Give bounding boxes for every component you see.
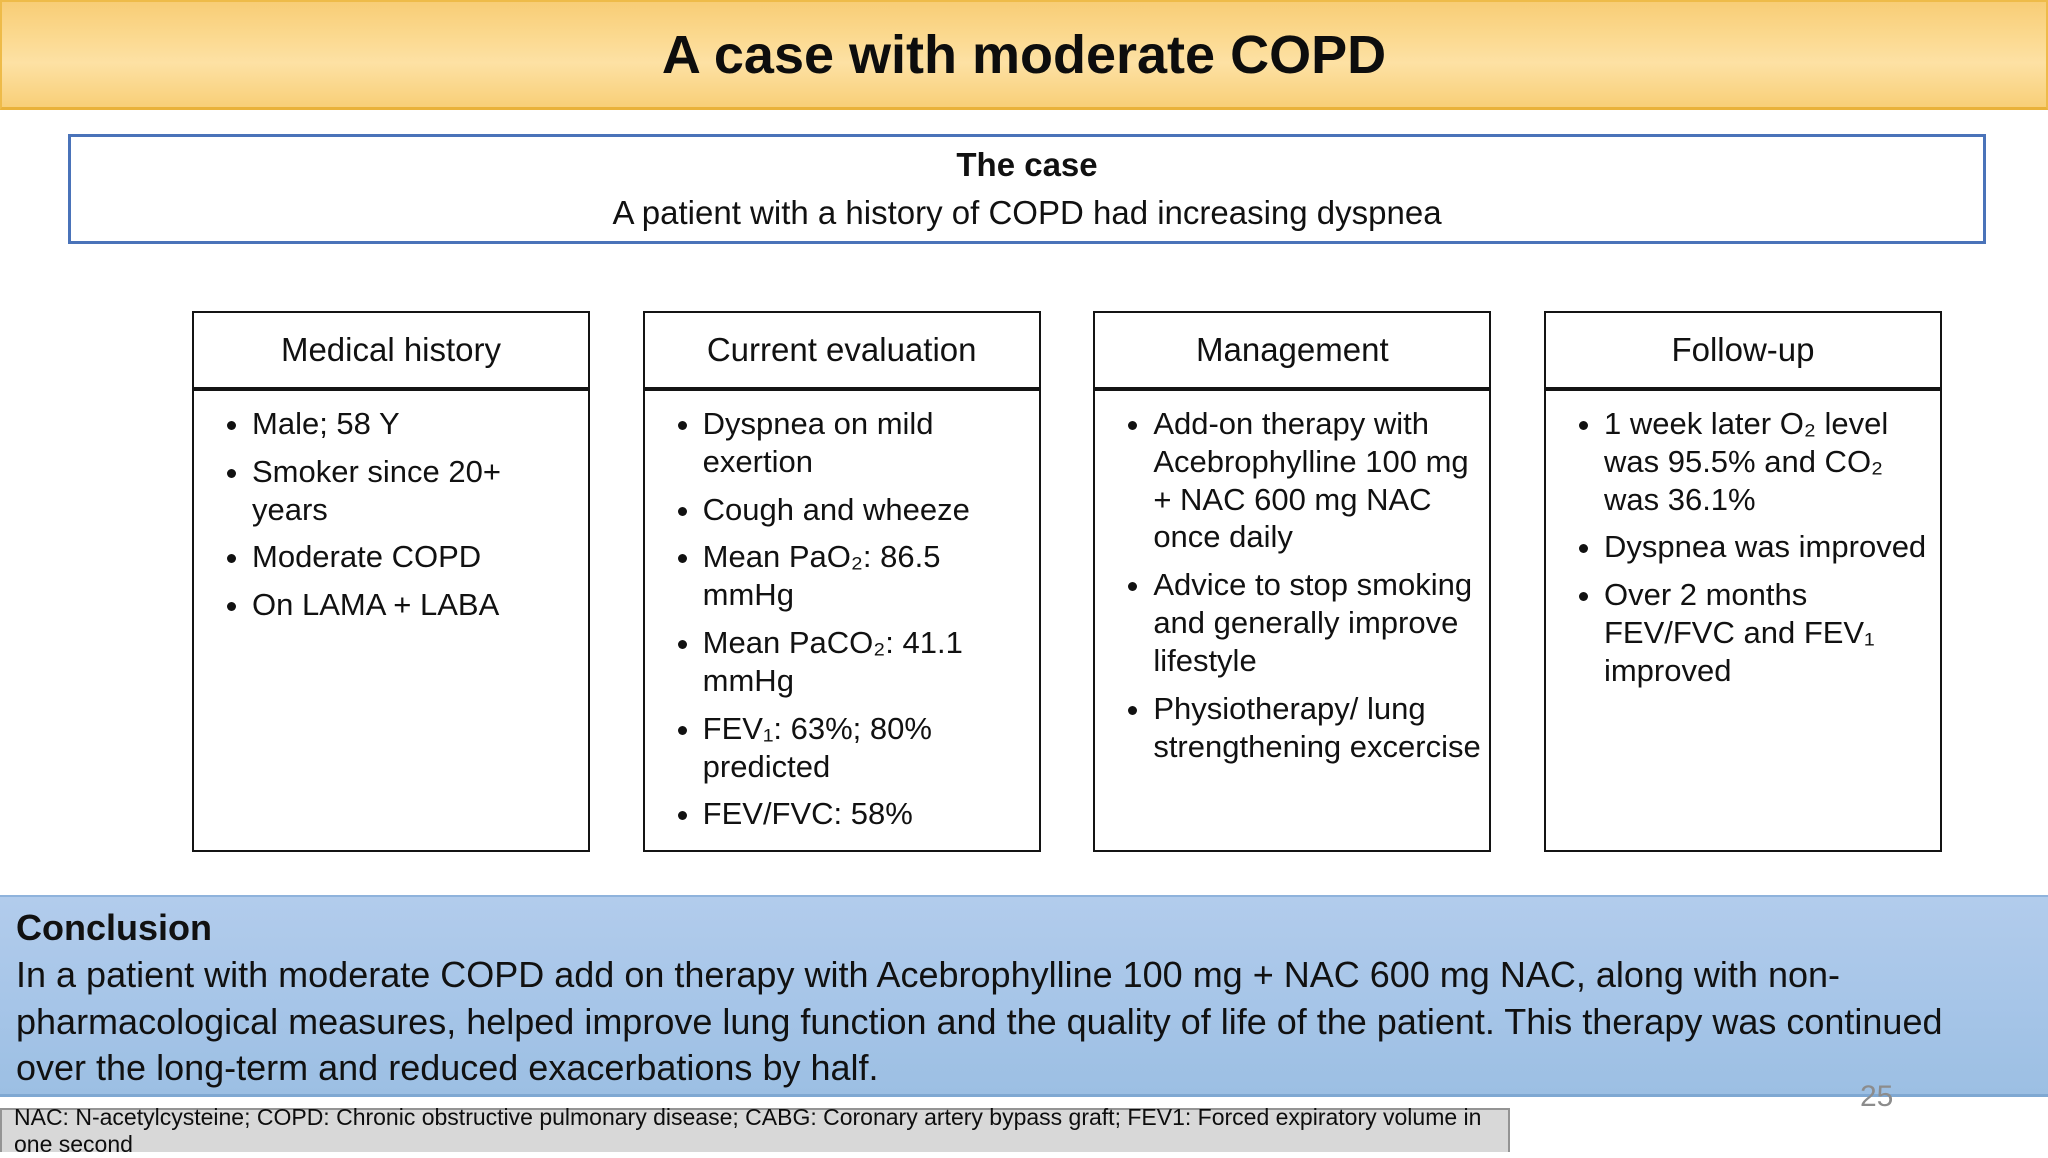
bullet-list: Dyspnea on mild exertion Cough and wheeze…	[645, 405, 1031, 833]
bullet-item: Cough and wheeze	[703, 491, 1031, 529]
column-header: Follow-up	[1545, 313, 1940, 391]
column-body: Add-on therapy with Acebrophylline 100 m…	[1095, 391, 1489, 850]
bullet-list: Male; 58 Y Smoker since 20+ years Moderate…	[194, 405, 580, 624]
column-medical-history: Medical history Male; 58 Y Smoker since 2…	[192, 311, 590, 852]
conclusion-panel: Conclusion In a patient with moderate CO…	[0, 895, 2048, 1097]
column-body: 1 week later O₂ level was 95.5% and CO₂ …	[1546, 391, 1940, 850]
bullet-item: Smoker since 20+ years	[252, 453, 580, 529]
bullet-list: 1 week later O₂ level was 95.5% and CO₂ …	[1546, 405, 1932, 690]
bullet-item: Add-on therapy with Acebrophylline 100 m…	[1153, 405, 1481, 556]
bullet-item: Dyspnea was improved	[1604, 528, 1932, 566]
page-number: 25	[1860, 1080, 1894, 1113]
bullet-item: Over 2 months FEV/FVC and FEV₁ improved	[1604, 576, 1932, 689]
column-management: Management Add-on therapy with Acebrophy…	[1093, 311, 1492, 852]
title-banner: A case with moderate COPD	[0, 0, 2048, 110]
bullet-item: Advice to stop smoking and generally imp…	[1153, 566, 1481, 679]
bullet-item: Moderate COPD	[252, 538, 580, 576]
columns-row: Medical history Male; 58 Y Smoker since 2…	[192, 311, 1942, 852]
bullet-item: FEV/FVC: 58%	[703, 795, 1031, 833]
bullet-list: Add-on therapy with Acebrophylline 100 m…	[1095, 405, 1481, 765]
case-heading: The case	[956, 146, 1098, 183]
bullet-item: Physiotherapy/ lung strengthening excerc…	[1153, 690, 1481, 766]
column-current-evaluation: Current evaluation Dyspnea on mild exert…	[642, 311, 1041, 852]
bullet-item: Dyspnea on mild exertion	[703, 405, 1031, 481]
column-header: Management	[1095, 313, 1490, 391]
column-body: Male; 58 Y Smoker since 20+ years Moderate…	[194, 391, 588, 850]
conclusion-text: In a patient with moderate COPD add on t…	[16, 953, 1943, 1089]
abbreviations-bar: NAC: N-acetylcysteine; COPD: Chronic obs…	[0, 1104, 1510, 1157]
bullet-item: Male; 58 Y	[252, 405, 580, 443]
case-subtitle: A patient with a history of COPD had inc…	[612, 194, 1442, 231]
column-header: Medical history	[194, 313, 588, 391]
column-header: Current evaluation	[644, 313, 1039, 391]
column-body: Dyspnea on mild exertion Cough and wheeze…	[645, 391, 1039, 850]
slide-title: A case with moderate COPD	[661, 24, 1387, 85]
bullet-item: 1 week later O₂ level was 95.5% and CO₂ …	[1604, 405, 1932, 518]
case-box: The case A patient with a history of COP…	[68, 134, 1986, 244]
bullet-item: Mean PaO₂: 86.5 mmHg	[703, 538, 1031, 614]
bullet-item: On LAMA + LABA	[252, 586, 580, 624]
conclusion-heading: Conclusion	[16, 907, 212, 948]
bullet-item: Mean PaCO₂: 41.1 mmHg	[703, 624, 1031, 700]
abbreviations-text: NAC: N-acetylcysteine; COPD: Chronic obs…	[14, 1104, 1482, 1157]
column-follow-up: Follow-up 1 week later O₂ level was 95.5…	[1543, 311, 1942, 852]
bullet-item: FEV₁: 63%; 80% predicted	[703, 710, 1031, 786]
